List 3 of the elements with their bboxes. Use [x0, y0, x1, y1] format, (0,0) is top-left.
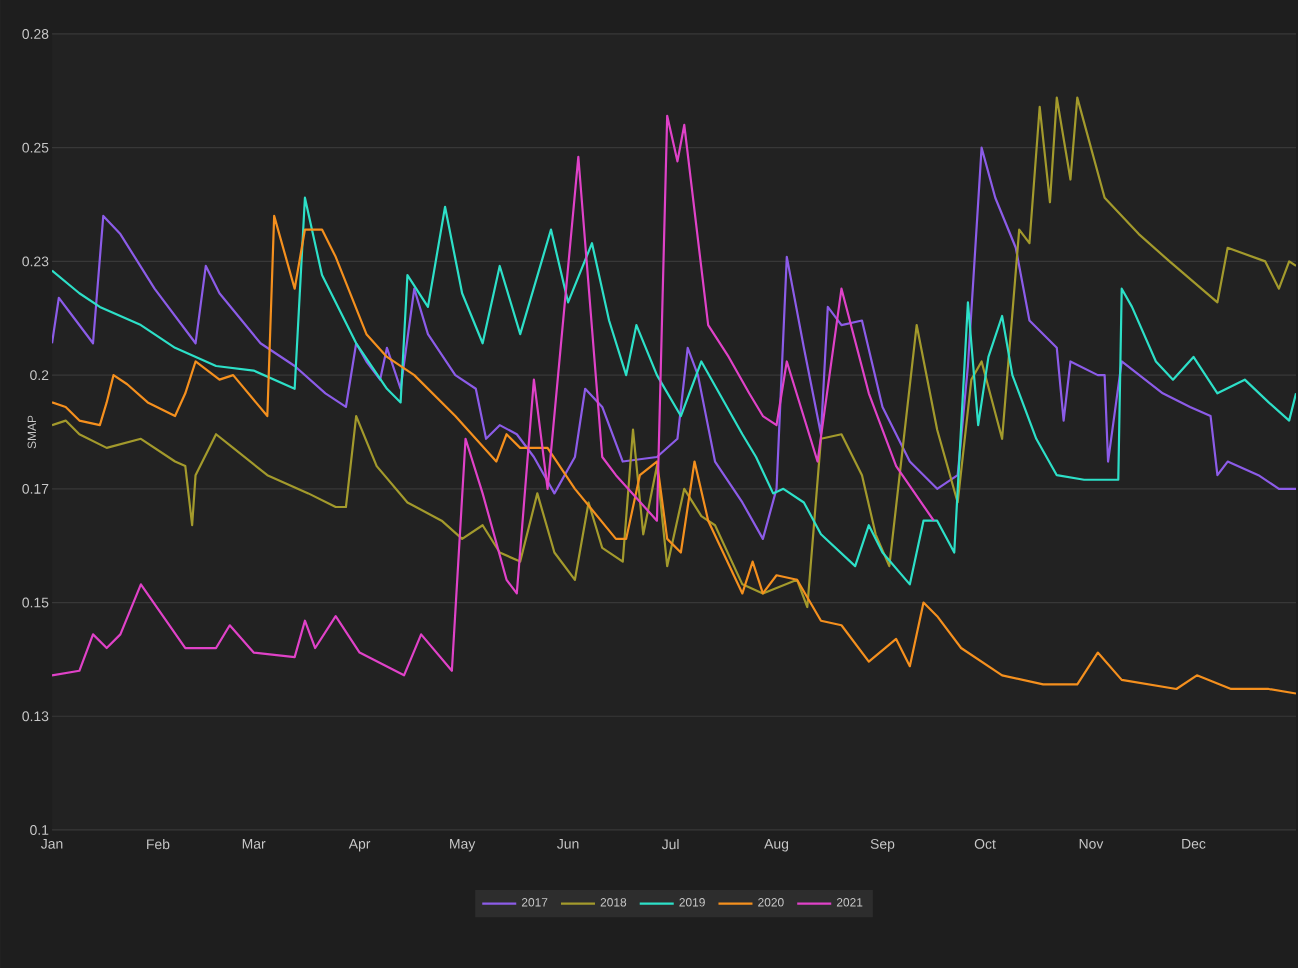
line-series [52, 214, 1297, 695]
line-series [52, 114, 935, 677]
line-series [52, 96, 1297, 609]
